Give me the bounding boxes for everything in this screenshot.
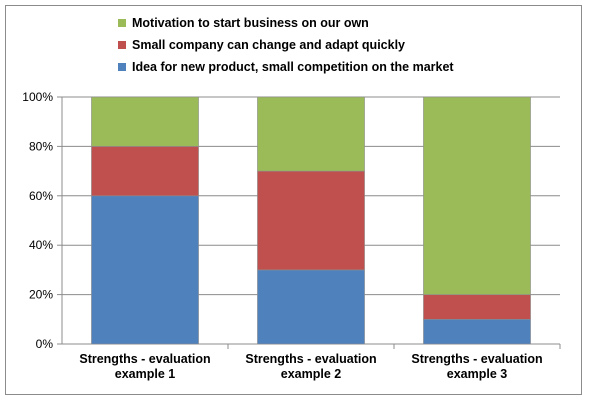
- bar-segment: [423, 96, 531, 295]
- legend-label: Motivation to start business on our own: [132, 16, 369, 30]
- y-tick-label: 60%: [29, 189, 53, 203]
- bar-segment: [91, 96, 199, 147]
- x-category-label: Strengths - evaluation: [411, 352, 542, 366]
- y-tick-label: 40%: [29, 238, 53, 252]
- y-tick-label: 0%: [36, 337, 54, 351]
- legend-label: Small company can change and adapt quick…: [132, 38, 405, 52]
- bar-segment: [423, 318, 531, 345]
- x-category-label: example 1: [115, 367, 176, 381]
- y-tick-label: 80%: [29, 139, 53, 153]
- legend-swatch: [118, 63, 126, 71]
- y-tick-label: 20%: [29, 288, 53, 302]
- legend-label: Idea for new product, small competition …: [132, 60, 454, 74]
- y-tick-label: 100%: [22, 90, 53, 104]
- x-category-label: example 2: [281, 367, 342, 381]
- x-category-label: Strengths - evaluation: [245, 352, 376, 366]
- legend-swatch: [118, 41, 126, 49]
- x-category-label: Strengths - evaluation: [79, 352, 210, 366]
- bar-segment: [257, 269, 365, 345]
- legend-swatch: [118, 19, 126, 27]
- x-category-label: example 3: [447, 367, 508, 381]
- bar-segment: [257, 170, 365, 271]
- bar-segment: [91, 195, 199, 345]
- bar-segment: [257, 96, 365, 172]
- bar-segment: [423, 294, 531, 320]
- bar-segment: [91, 146, 199, 197]
